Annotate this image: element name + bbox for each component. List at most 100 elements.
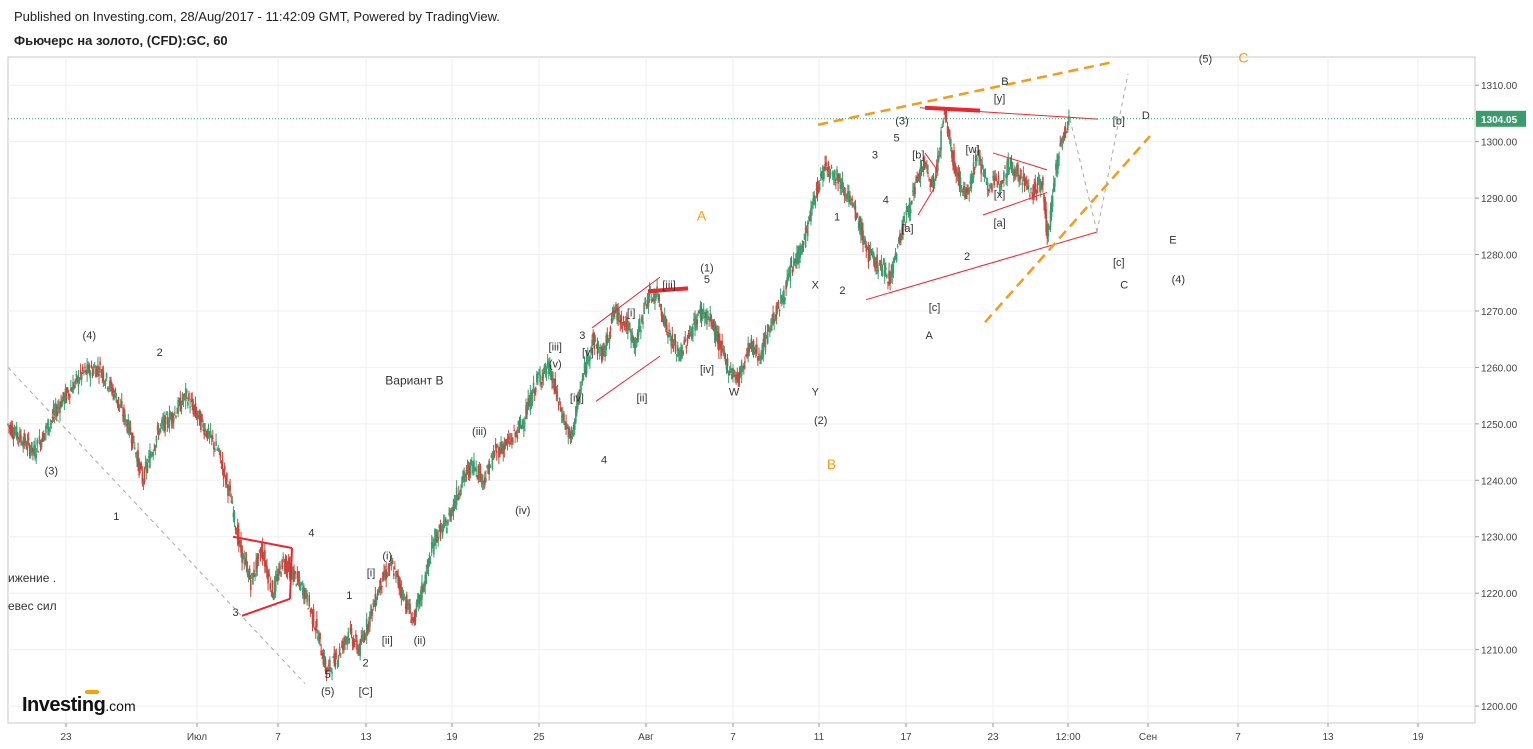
projection-up [1096, 73, 1129, 233]
candle-body [936, 155, 939, 171]
candle-body [740, 361, 743, 376]
candle-body [29, 450, 32, 453]
candle-body [146, 465, 149, 467]
candle-body [306, 593, 308, 603]
candle-body [334, 653, 337, 668]
candle-body [849, 195, 851, 198]
candle-body [179, 397, 182, 412]
candle-body [646, 299, 649, 304]
candle-body [960, 186, 963, 188]
candle-body [88, 364, 91, 374]
candle-body [39, 442, 42, 448]
candle-body [35, 453, 37, 459]
candle-body [79, 370, 82, 374]
candle-body [295, 584, 298, 586]
candle-body [854, 205, 857, 220]
candle-body [461, 476, 463, 488]
candle-body [930, 179, 933, 187]
candle-body [752, 340, 755, 356]
candle-body [1000, 181, 1003, 185]
candle-body [853, 203, 856, 205]
wave-label: 4 [601, 454, 607, 466]
candle-body [204, 428, 207, 433]
candle-body [76, 376, 79, 382]
candle-body [631, 332, 633, 343]
b-top-marker [924, 105, 981, 113]
candle-body [468, 465, 471, 477]
candle-body [271, 580, 274, 597]
candle-body [897, 238, 900, 243]
candle-body [731, 374, 733, 379]
candle-body [721, 341, 723, 345]
candle-body [1042, 177, 1044, 186]
candle-body [18, 437, 20, 439]
candle-body [441, 526, 444, 536]
candle-body [417, 594, 420, 604]
candle-body [782, 298, 784, 303]
candle-body [1044, 197, 1046, 215]
candle-body [247, 573, 250, 578]
candle-body [1067, 121, 1069, 131]
candle-body [158, 428, 161, 434]
candle-body [650, 299, 653, 303]
candle-body [1062, 135, 1065, 137]
candle-body [557, 401, 560, 403]
candle-body [221, 459, 224, 469]
candle-body [1056, 161, 1058, 177]
candle-body [194, 403, 197, 415]
candle-body [605, 335, 607, 350]
candle-body [667, 334, 669, 338]
candle-body [865, 244, 868, 252]
candle-body [126, 424, 129, 432]
candle-body [951, 150, 953, 158]
candle-body [112, 388, 114, 394]
candle-body [217, 449, 220, 451]
candle-body [638, 318, 641, 329]
candle-body [475, 468, 477, 472]
candle-body [93, 366, 96, 368]
wave-label: 1 [346, 590, 352, 602]
wave-label: [b] [1113, 116, 1125, 128]
x-tick-label: 11 [814, 732, 825, 743]
candle-body [115, 399, 118, 403]
candle-body [1011, 162, 1014, 170]
candle-body [565, 422, 567, 430]
candle-body [1010, 161, 1013, 165]
candle-body [360, 638, 363, 644]
candle-body [784, 297, 786, 301]
candle-body [26, 440, 29, 449]
candle-body [616, 307, 618, 320]
candle-body [379, 578, 382, 590]
wave-label: 5 [704, 274, 710, 286]
candle-body [902, 220, 904, 234]
candle-body [296, 571, 299, 579]
candle-body [28, 445, 31, 456]
candle-body [562, 413, 564, 421]
wave-label: [i] [367, 567, 376, 579]
candle-body [891, 264, 894, 278]
candle-body [651, 298, 654, 302]
candle-body [992, 176, 994, 179]
candle-body [89, 372, 92, 379]
triangle-top [992, 152, 1048, 171]
candle-body [300, 582, 303, 584]
candle-body [824, 164, 826, 171]
candle-body [843, 194, 846, 197]
candle-body [248, 568, 251, 580]
candle-body [318, 636, 320, 644]
candle-body [175, 416, 177, 418]
candle-body [479, 465, 482, 479]
candle-body [422, 585, 424, 590]
candle-body [197, 410, 200, 413]
candle-body [1018, 180, 1020, 182]
candle-body [567, 427, 570, 438]
candle-body [181, 393, 184, 404]
candle-body [111, 388, 113, 395]
candle-body [459, 494, 461, 496]
candle-body [707, 315, 709, 319]
text-label: евес сил [8, 599, 57, 613]
candle-body [766, 324, 769, 344]
candle-body [377, 589, 380, 596]
candle-body [514, 432, 516, 437]
wave-label-orange: B [827, 456, 836, 472]
